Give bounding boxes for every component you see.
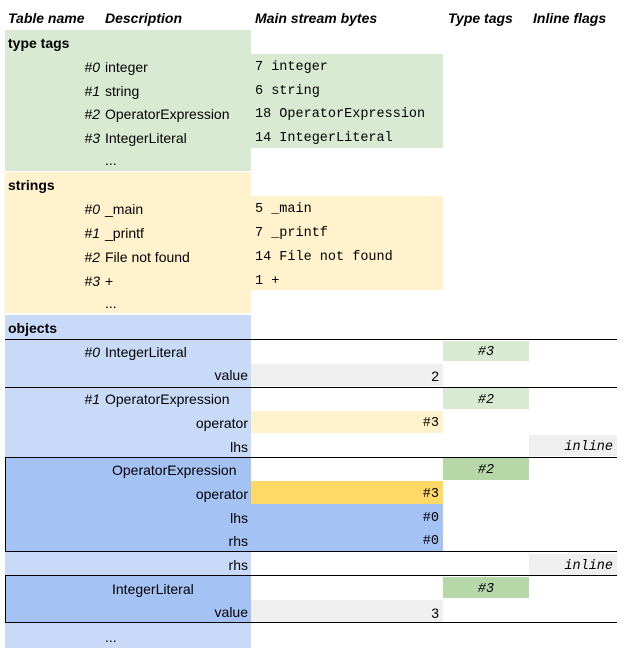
type-tag-index: #3 xyxy=(84,130,100,146)
type-tags-bg xyxy=(5,30,251,171)
inline-intlit-type-tag-bg xyxy=(443,577,529,598)
type-tags-ellipsis: ... xyxy=(105,152,117,168)
field-value-bytes: #3 xyxy=(422,416,439,431)
object1-top-border xyxy=(5,387,617,388)
header-inline-flags: Inline flags xyxy=(533,10,607,26)
section-title-strings: strings xyxy=(8,177,55,193)
rhs-inline-flag-bg xyxy=(529,554,617,575)
field-value-bytes: 2 xyxy=(431,368,439,384)
field-label: rhs xyxy=(228,557,248,573)
type-tag-index: #2 xyxy=(84,106,100,122)
inline-opexpr-bottom-border xyxy=(5,551,617,552)
field-value-bytes: #0 xyxy=(422,511,439,526)
inline-opexpr-bytes-bg xyxy=(251,504,443,551)
type-tag-bytes: 14 IntegerLiteral xyxy=(255,131,393,146)
inline-flag: inline xyxy=(564,559,613,574)
object1-operator-bg xyxy=(251,411,443,433)
field-label: lhs xyxy=(230,439,248,455)
string-bytes: 5 _main xyxy=(255,202,312,217)
object-type-tag: #2 xyxy=(477,393,495,408)
field-value-bytes: #0 xyxy=(422,534,439,549)
string-bytes: 1 + xyxy=(255,274,280,289)
inline-opexpr-type-tag-bg xyxy=(443,458,529,480)
type-tag-name: string xyxy=(105,83,140,99)
string-name: _main xyxy=(105,201,144,217)
section-title-objects: objects xyxy=(8,320,58,336)
object-type-tag: #3 xyxy=(477,345,495,360)
header-type-tags: Type tags xyxy=(448,10,513,26)
inline-opexpr-top-border xyxy=(5,457,617,458)
header-description: Description xyxy=(105,10,183,26)
type-tag-bytes: 18 OperatorExpression xyxy=(255,107,426,122)
strings-bytes-bg xyxy=(251,196,443,290)
field-value-bytes: #3 xyxy=(422,487,439,502)
strings-ellipsis: ... xyxy=(105,295,117,311)
field-label: value xyxy=(214,367,248,383)
inline-opexpr-operator-bg xyxy=(251,481,443,504)
header-table-name: Table name xyxy=(8,10,85,26)
field-label: value xyxy=(214,604,248,620)
string-name: + xyxy=(105,273,114,289)
string-index: #1 xyxy=(84,225,100,241)
inline-intlit-bottom-border xyxy=(5,622,617,623)
object-type-tag: #2 xyxy=(477,463,495,478)
type-tag-name: IntegerLiteral xyxy=(105,130,187,146)
object-name: IntegerLiteral xyxy=(105,344,187,360)
type-tag-name: integer xyxy=(105,59,148,75)
field-label: rhs xyxy=(228,533,248,549)
object1-inline-flag-bg xyxy=(529,435,617,456)
inline-intlit-top-border xyxy=(5,575,617,576)
type-tag-bytes: 7 integer xyxy=(255,60,328,75)
type-tag-name: OperatorExpression xyxy=(105,106,230,122)
inline-intlit-left-border xyxy=(5,575,6,623)
type-tags-bytes-bg xyxy=(251,54,443,148)
objects-ellipsis: ... xyxy=(105,629,117,645)
header-main-stream-bytes: Main stream bytes xyxy=(255,10,378,26)
field-value-bytes: 3 xyxy=(431,605,439,621)
inline-object-name: OperatorExpression xyxy=(112,462,237,478)
field-label: lhs xyxy=(230,510,248,526)
object-index: #1 xyxy=(84,391,100,407)
field-label: operator xyxy=(195,415,248,431)
object0-top-border xyxy=(5,339,617,340)
inline-object-name: IntegerLiteral xyxy=(112,581,194,597)
strings-bg xyxy=(5,172,251,313)
object-index: #0 xyxy=(84,344,100,360)
inline-intlit-bg xyxy=(5,575,251,622)
object0-type-tag-bg xyxy=(443,341,529,361)
string-index: #2 xyxy=(84,249,100,265)
string-bytes: 7 _printf xyxy=(255,226,328,241)
type-tag-index: #0 xyxy=(84,59,100,75)
string-bytes: 14 File not found xyxy=(255,250,393,265)
field-label: operator xyxy=(195,486,248,502)
object-name: OperatorExpression xyxy=(105,391,230,407)
object1-type-tag-bg xyxy=(443,388,529,409)
type-tag-index: #1 xyxy=(84,83,100,99)
string-name: File not found xyxy=(105,249,190,265)
object-type-tag: #3 xyxy=(477,582,495,597)
type-tag-bytes: 6 string xyxy=(255,84,320,99)
inline-opexpr-bg xyxy=(5,457,251,551)
string-name: _printf xyxy=(105,225,144,241)
string-index: #3 xyxy=(84,273,100,289)
string-index: #0 xyxy=(84,201,100,217)
inline-flag: inline xyxy=(564,440,613,455)
inline-opexpr-left-border xyxy=(5,457,6,552)
inline-intlit-value-bg xyxy=(251,600,443,622)
object0-value-bg xyxy=(251,364,443,386)
section-title-type-tags: type tags xyxy=(8,35,70,51)
